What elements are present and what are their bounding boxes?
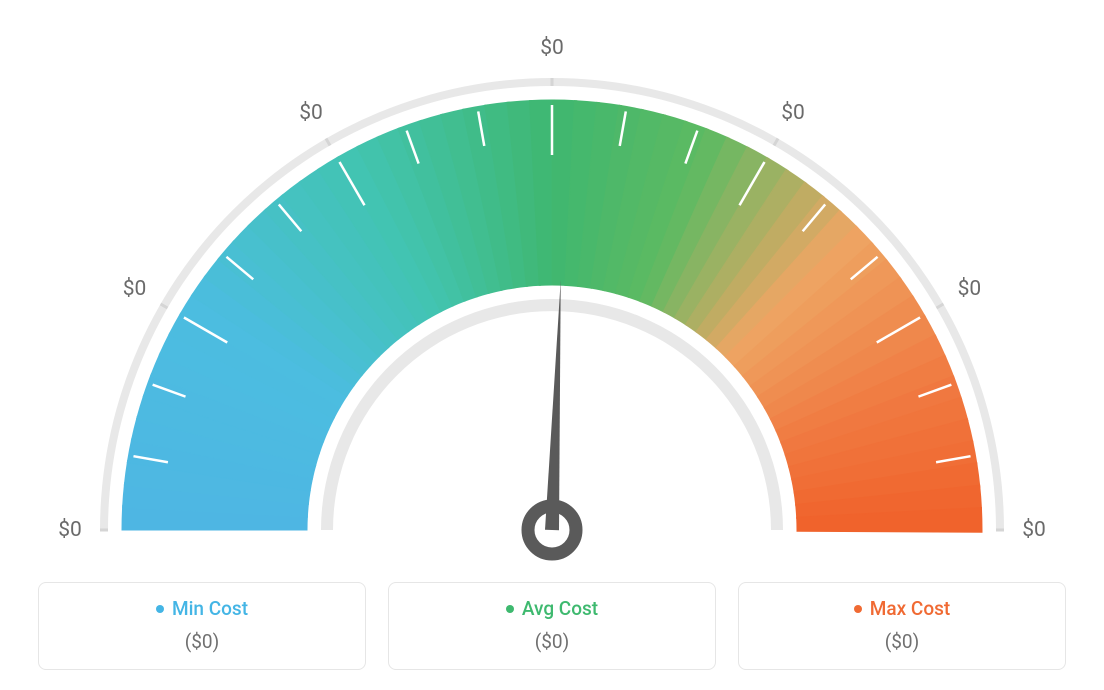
legend-value: ($0) xyxy=(399,630,705,653)
legend-title-avg: Avg Cost xyxy=(506,597,598,620)
legend-card-max: Max Cost ($0) xyxy=(738,582,1066,670)
gauge-tick-label: $0 xyxy=(540,36,564,60)
legend-dot-icon xyxy=(854,605,862,613)
legend-value: ($0) xyxy=(49,630,355,653)
cost-gauge-container: $0$0$0$0$0$0$0 Min Cost($0)Avg Cost($0)M… xyxy=(0,0,1104,690)
legend-value: ($0) xyxy=(749,630,1055,653)
gauge-tick-label: $0 xyxy=(123,277,147,301)
legend-dot-icon xyxy=(156,605,164,613)
gauge-tick-label: $0 xyxy=(958,277,982,301)
legend-label: Min Cost xyxy=(172,597,248,620)
legend-label: Max Cost xyxy=(870,597,950,620)
gauge-tick-label: $0 xyxy=(1022,518,1046,542)
legend-label: Avg Cost xyxy=(522,597,598,620)
legend-dot-icon xyxy=(506,605,514,613)
gauge-area: $0 $0 $0 $0 $0 $0 $0 xyxy=(0,0,1104,560)
legend-card-avg: Avg Cost ($0) xyxy=(388,582,716,670)
gauge-tick-label: $0 xyxy=(299,101,323,125)
gauge-tick-label: $0 xyxy=(58,518,82,542)
gauge-needle xyxy=(545,280,561,530)
legend-row: Min Cost ($0) Avg Cost ($0) Max Cost ($0) xyxy=(38,582,1066,670)
legend-title-max: Max Cost xyxy=(854,597,950,620)
legend-card-min: Min Cost ($0) xyxy=(38,582,366,670)
gauge-tick-label: $0 xyxy=(781,101,805,125)
gauge-chart xyxy=(22,25,1082,585)
legend-title-min: Min Cost xyxy=(156,597,248,620)
